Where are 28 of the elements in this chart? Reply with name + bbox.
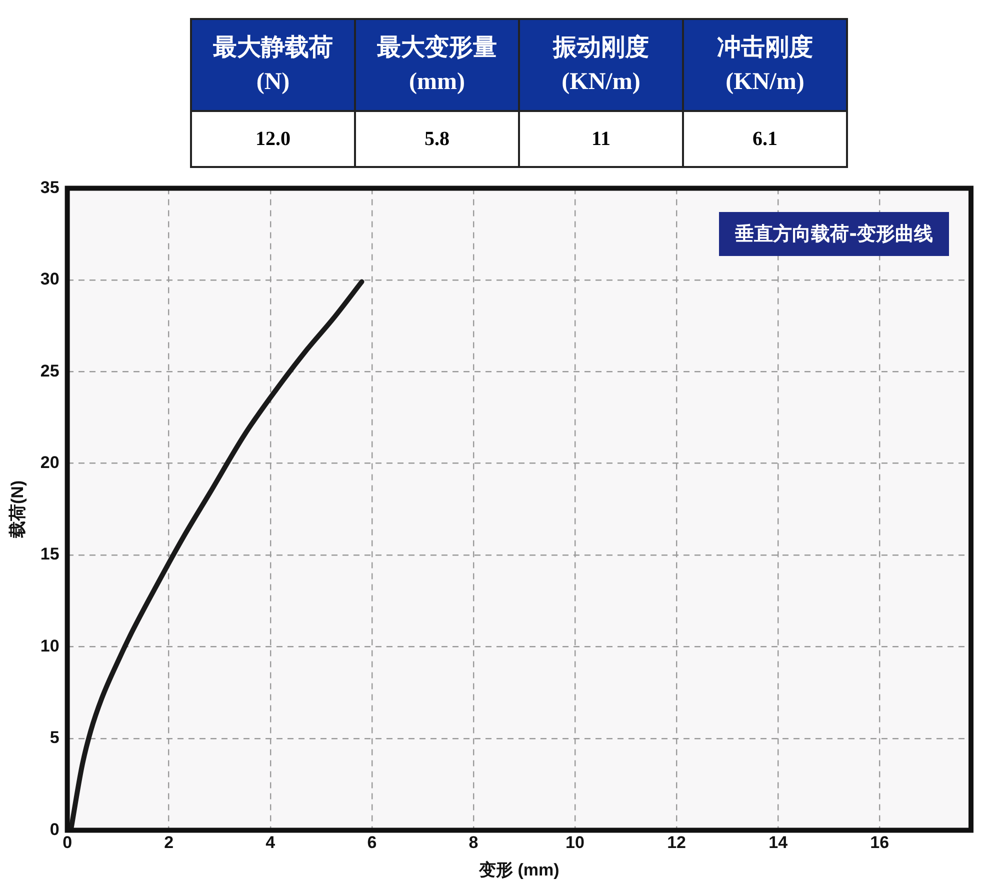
y-tick-label: 25: [40, 361, 60, 380]
x-tick-label: 16: [870, 833, 890, 852]
text: 垂直方向载荷-变形曲线: [719, 212, 949, 256]
text: 5.8: [355, 111, 519, 167]
y-tick-label: 30: [40, 270, 60, 289]
text: 振动刚度(KN/m): [519, 19, 683, 111]
text: 11: [519, 111, 683, 167]
x-tick-label: 14: [768, 833, 788, 852]
y-tick-label: 15: [40, 544, 60, 564]
text: 最大静载荷(N): [191, 19, 355, 111]
x-tick-label: 8: [468, 833, 478, 852]
y-tick-label: 10: [40, 636, 60, 656]
text: 冲击刚度(KN/m): [683, 19, 847, 111]
text: 最大变形量(mm): [355, 19, 519, 111]
y-tick-label: 35: [40, 178, 60, 197]
x-tick-label: 4: [266, 833, 276, 852]
x-tick-label: 2: [164, 833, 174, 852]
y-tick-label: 0: [50, 820, 60, 839]
x-tick-label: 12: [667, 833, 686, 852]
x-axis-title: 变形 (mm): [478, 860, 560, 880]
y-tick-label: 20: [40, 453, 60, 472]
text: 6.1: [683, 111, 847, 167]
x-tick-label: 0: [62, 833, 72, 852]
x-tick-label: 6: [367, 833, 377, 852]
x-tick-label: 10: [566, 833, 584, 852]
text: 12.0: [191, 111, 355, 167]
y-tick-label: 5: [50, 728, 60, 748]
y-axis-title: 载荷(N): [8, 480, 27, 540]
